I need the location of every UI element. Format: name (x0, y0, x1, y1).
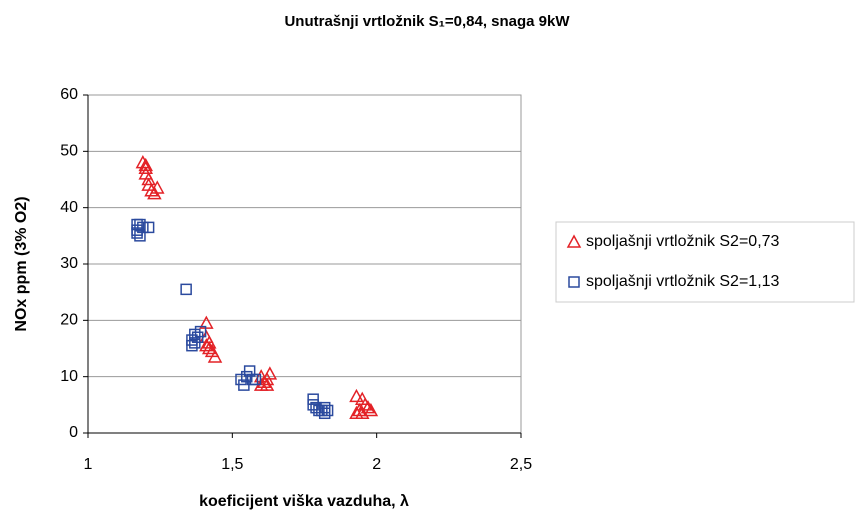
triangle-marker (201, 335, 217, 349)
x-axis-label: koeficijent viška vazduha, λ (199, 493, 409, 510)
triangle-marker (201, 340, 217, 355)
triangle-marker (141, 171, 156, 186)
x-tick-label: 2 (372, 456, 381, 473)
square-marker (189, 328, 201, 341)
x-tick-label: 1 (84, 456, 93, 473)
legend-label: spoljašnji vrtložnik S2=0,73 (586, 233, 780, 250)
triangle-marker (259, 371, 275, 386)
chart-title: Unutrašnji vrtložnik S₁=0,84, snaga 9kW (284, 13, 570, 30)
square-marker (321, 404, 334, 417)
square-marker (243, 365, 256, 377)
triangle-marker (360, 400, 376, 414)
y-tick-label: 60 (60, 86, 78, 103)
y-tick-label: 20 (60, 312, 78, 329)
legend-label: spoljašnji vrtložnik S2=1,13 (586, 273, 780, 290)
y-tick-label: 50 (60, 143, 78, 160)
triangle-marker (357, 397, 373, 411)
y-tick-label: 10 (60, 368, 78, 385)
triangle-marker (138, 160, 153, 174)
x-tick-label: 1,5 (221, 456, 243, 473)
square-marker (186, 339, 198, 352)
triangle-marker (566, 234, 582, 248)
triangle-marker (199, 338, 214, 352)
triangle-marker (354, 405, 370, 420)
y-tick-label: 30 (60, 255, 78, 272)
square-marker (316, 404, 328, 417)
square-marker (180, 283, 192, 296)
legend-box (555, 221, 855, 303)
y-tick-label: 0 (69, 424, 78, 441)
square-marker (134, 218, 146, 231)
x-tick-label: 2,5 (510, 456, 532, 473)
y-tick-label: 40 (60, 199, 78, 216)
square-marker (318, 407, 331, 420)
square-marker (194, 325, 207, 338)
square-marker (568, 276, 580, 288)
triangle-marker (138, 157, 153, 172)
square-marker (249, 373, 262, 386)
square-marker (134, 230, 146, 242)
y-axis-label: NOx ppm (3% O2) (13, 196, 30, 331)
triangle-marker (207, 349, 223, 363)
triangle-marker (150, 180, 165, 194)
triangle-marker (363, 402, 379, 417)
square-marker (137, 221, 149, 234)
triangle-marker (144, 183, 159, 197)
triangle-marker (349, 388, 364, 403)
square-marker (142, 221, 155, 234)
triangle-marker (199, 315, 214, 329)
